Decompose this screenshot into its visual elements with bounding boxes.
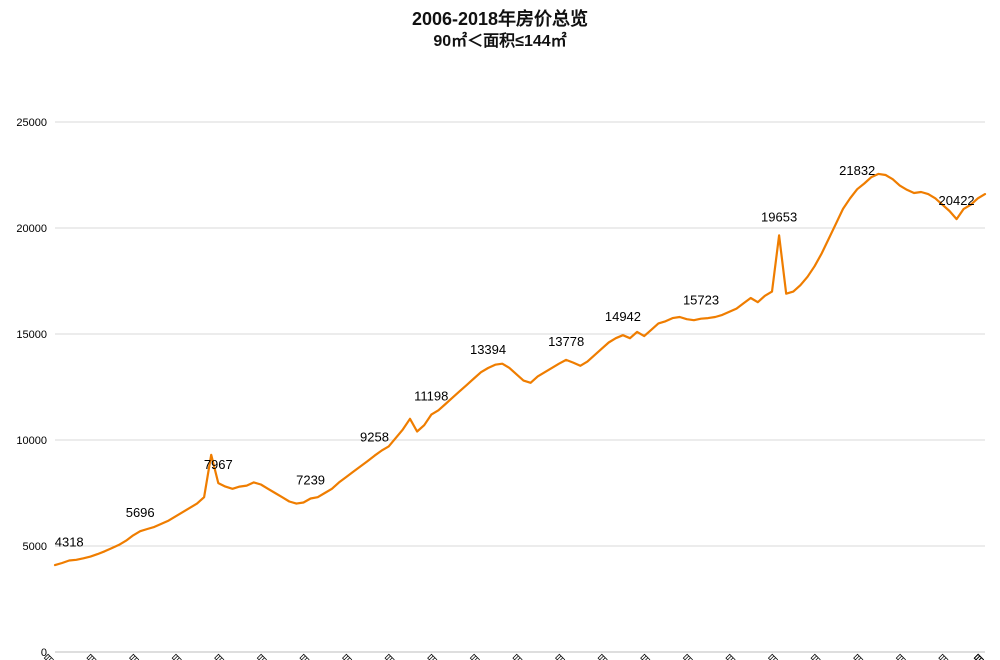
chart-subtitle: 90㎡＜面积≤144㎡	[0, 32, 1000, 52]
y-tick-label: 10000	[16, 435, 47, 447]
data-point-label: 20422	[939, 193, 975, 208]
data-point-label: 5696	[126, 505, 155, 520]
data-point-label: 21832	[839, 163, 875, 178]
chart-title: 2006-2018年房价总览	[0, 8, 1000, 30]
data-point-label: 15723	[683, 293, 719, 308]
y-tick-label: 20000	[16, 223, 47, 235]
data-point-label: 7239	[296, 473, 325, 488]
data-point-label: 13778	[548, 334, 584, 349]
chart-container: 2006-2018年房价总览 90㎡＜面积≤144㎡ 0500010000150…	[0, 0, 1000, 660]
data-point-label: 9258	[360, 430, 389, 445]
data-point-label: 7967	[204, 457, 233, 472]
y-tick-label: 25000	[16, 117, 47, 129]
price-series-line	[55, 174, 985, 565]
data-point-label: 4318	[55, 534, 84, 549]
x-tick-label: 2006年1月	[14, 651, 57, 660]
y-tick-label: 15000	[16, 329, 47, 341]
y-tick-label: 5000	[23, 541, 47, 553]
data-point-label: 19653	[761, 209, 797, 224]
data-point-label: 13394	[470, 342, 506, 357]
chart-title-block: 2006-2018年房价总览 90㎡＜面积≤144㎡	[0, 0, 1000, 52]
data-point-label: 11198	[414, 389, 448, 404]
data-point-label: 14942	[605, 309, 641, 324]
chart-svg: 05000100001500020000250002006年1月2006年7月2…	[0, 52, 1000, 660]
